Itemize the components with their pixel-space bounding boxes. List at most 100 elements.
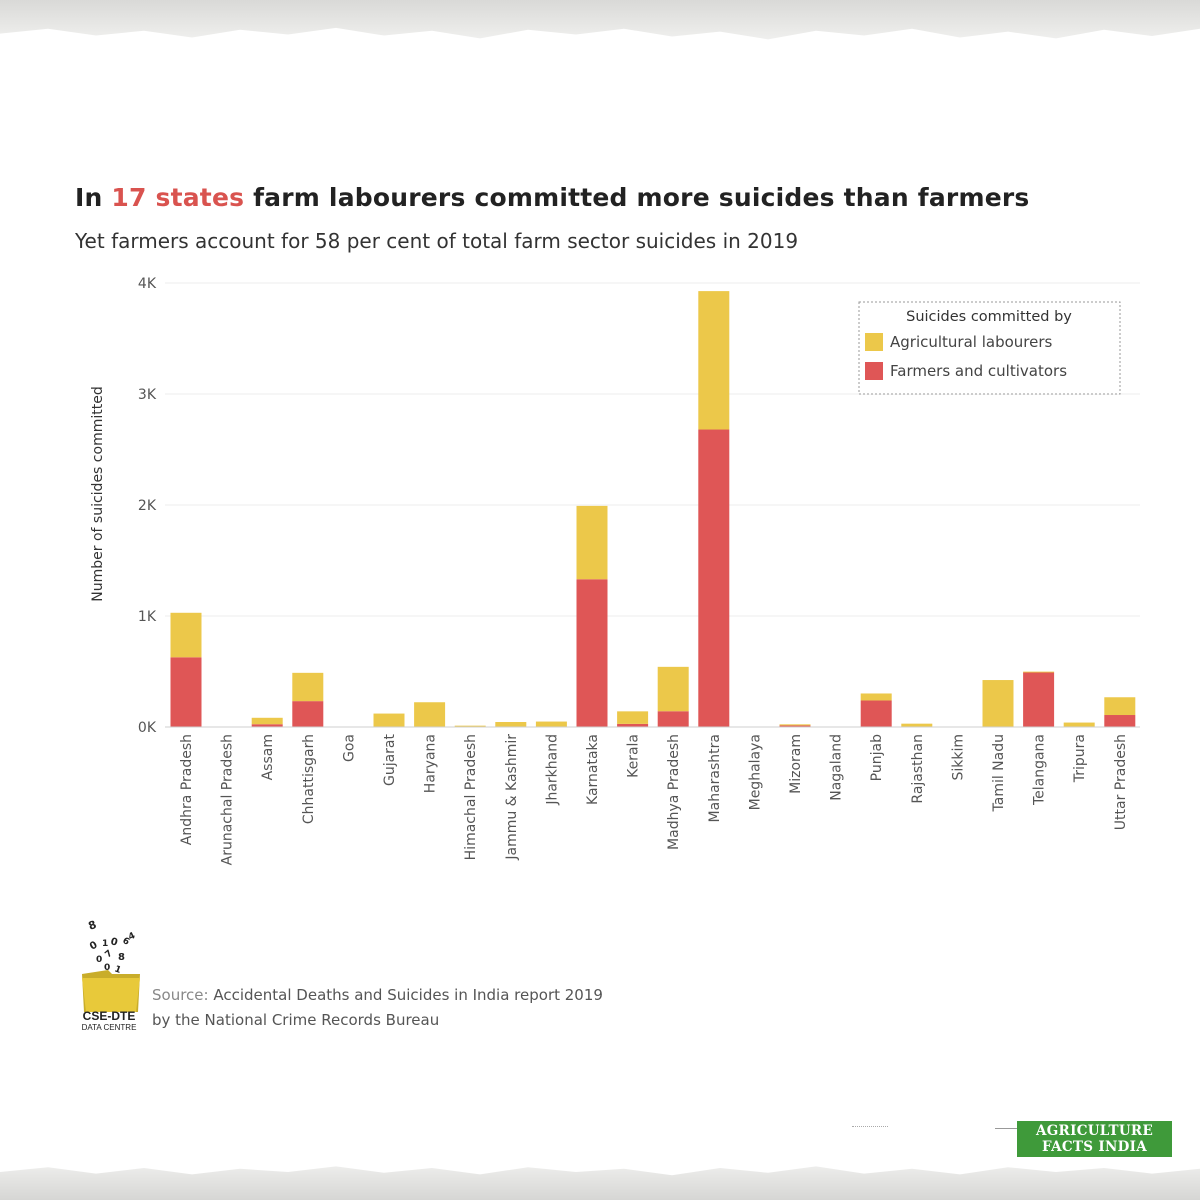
bar-labourers-gujarat[interactable] — [373, 713, 405, 727]
x-tick-label-andhra-pradesh: Andhra Pradesh — [179, 734, 195, 845]
brand-line-2: FACTS INDIA — [1042, 1139, 1147, 1155]
bar-farmers-andhra-pradesh[interactable] — [170, 657, 202, 727]
bar-farmers-telangana[interactable] — [1023, 672, 1055, 727]
bar-labourers-rajasthan[interactable] — [901, 723, 933, 727]
y-tick-label: 3K — [138, 387, 157, 403]
title-highlight: 17 states — [111, 183, 245, 212]
bar-labourers-andhra-pradesh[interactable] — [170, 612, 202, 658]
bar-labourers-kerala[interactable] — [617, 711, 649, 724]
source-line-1: Accidental Deaths and Suicides in India … — [213, 986, 603, 1004]
x-tick-label-himachal-pradesh: Himachal Pradesh — [463, 734, 479, 860]
x-tick-label-uttar-pradesh: Uttar Pradesh — [1113, 734, 1129, 830]
source-label: Source: — [152, 986, 209, 1004]
svg-text:8: 8 — [118, 952, 125, 963]
x-tick-label-telangana: Telangana — [1032, 734, 1048, 806]
x-axis-ticks: Andhra Pradesh Arunachal Pradesh Assam Chha… — [179, 733, 1129, 865]
faint-mark — [852, 1122, 888, 1127]
brand-rule — [995, 1128, 1017, 1129]
x-tick-label-mizoram: Mizoram — [788, 734, 804, 794]
bar-farmers-punjab[interactable] — [860, 700, 892, 727]
brand-line-1: AGRICULTURE — [1035, 1123, 1154, 1139]
source-line-2: by the National Crime Records Bureau — [152, 1011, 440, 1029]
logo-text: CSE-DTE DATA CENTRE — [78, 1010, 140, 1034]
bar-farmers-karnataka[interactable] — [576, 579, 608, 727]
x-tick-label-haryana: Haryana — [423, 734, 439, 793]
svg-text:0: 0 — [104, 963, 110, 973]
bar-labourers-punjab[interactable] — [860, 693, 892, 701]
bars-group — [170, 291, 1136, 727]
x-tick-label-jharkhand: Jharkhand — [544, 734, 560, 806]
svg-text:8: 8 — [87, 918, 99, 933]
x-tick-label-nagaland: Nagaland — [829, 734, 845, 801]
x-tick-label-jammu-and-kashmir: Jammu & Kashmir — [504, 734, 520, 861]
legend-label-agricultural-labourers: Agricultural labourers — [890, 333, 1053, 351]
svg-text:0: 0 — [88, 940, 100, 953]
bar-farmers-mizoram[interactable] — [779, 725, 811, 727]
agriculture-facts-india-logo: AGRICULTURE FACTS INDIA — [1017, 1121, 1172, 1157]
x-tick-label-chhattisgarh: Chhattisgarh — [301, 734, 317, 824]
y-tick-label: 2K — [138, 498, 157, 514]
bar-labourers-madhya-pradesh[interactable] — [657, 666, 689, 712]
x-tick-label-maharashtra: Maharashtra — [707, 734, 723, 822]
bar-labourers-assam[interactable] — [251, 717, 283, 725]
svg-text:6: 6 — [121, 936, 131, 948]
svg-text:4: 4 — [127, 931, 137, 943]
legend[interactable]: Suicides committed by Agricultural labou… — [858, 301, 1121, 395]
legend-swatch-agricultural-labourers — [865, 333, 883, 351]
y-tick-label: 0K — [138, 720, 157, 736]
bar-labourers-telangana[interactable] — [1023, 671, 1055, 673]
y-tick-label: 1K — [138, 609, 157, 625]
x-tick-label-sikkim: Sikkim — [950, 734, 966, 781]
x-tick-label-karnataka: Karnataka — [585, 734, 601, 805]
bar-labourers-chhattisgarh[interactable] — [292, 672, 324, 702]
title-prefix: In — [75, 183, 112, 212]
bar-farmers-madhya-pradesh[interactable] — [657, 711, 689, 727]
svg-text:0: 0 — [96, 955, 102, 965]
bar-farmers-chhattisgarh[interactable] — [292, 701, 324, 727]
svg-text:1: 1 — [113, 964, 122, 976]
bar-labourers-himachal-pradesh[interactable] — [454, 725, 486, 727]
legend-label-farmers-and-cultivators: Farmers and cultivators — [890, 362, 1067, 380]
x-tick-label-gujarat: Gujarat — [382, 733, 398, 786]
x-tick-label-tripura: Tripura — [1072, 734, 1088, 783]
x-tick-label-punjab: Punjab — [869, 734, 885, 781]
svg-text:0: 0 — [109, 936, 119, 948]
y-axis-ticks: 0K 1K 2K 3K 4K — [138, 276, 157, 736]
page-subtitle: Yet farmers account for 58 per cent of t… — [75, 229, 799, 253]
svg-text:1: 1 — [102, 939, 108, 949]
bar-farmers-uttar-pradesh[interactable] — [1104, 715, 1136, 727]
cse-dte-logo-icon: 8 0 1 0 6 4 0 7 8 0 1 — [82, 918, 140, 1012]
bar-farmers-kerala[interactable] — [617, 723, 649, 727]
source-note: Source: Accidental Deaths and Suicides i… — [152, 983, 603, 1033]
bar-labourers-jharkhand[interactable] — [535, 721, 567, 727]
legend-box — [858, 301, 1121, 395]
x-tick-label-tamil-nadu: Tamil Nadu — [991, 734, 1007, 813]
x-tick-label-assam: Assam — [260, 734, 276, 780]
bar-labourers-jammu-and-kashmir[interactable] — [495, 722, 527, 727]
bar-labourers-tamil-nadu[interactable] — [982, 680, 1014, 727]
x-tick-label-meghalaya: Meghalaya — [747, 734, 763, 810]
bar-labourers-haryana[interactable] — [414, 702, 446, 727]
x-tick-label-arunachal-pradesh: Arunachal Pradesh — [220, 734, 236, 865]
logo-sub: DATA CENTRE — [81, 1023, 137, 1032]
bar-farmers-assam[interactable] — [251, 724, 283, 727]
legend-title: Suicides committed by — [906, 309, 1072, 325]
y-axis-label: Number of suicides committed — [90, 386, 106, 601]
logo-name: CSE-DTE — [82, 1009, 136, 1023]
y-tick-label: 4K — [138, 276, 157, 292]
bar-labourers-uttar-pradesh[interactable] — [1104, 697, 1136, 716]
legend-swatch-farmers-and-cultivators — [865, 362, 883, 380]
x-tick-label-goa: Goa — [341, 734, 357, 762]
title-suffix: farm labourers committed more suicides t… — [244, 183, 1030, 212]
x-tick-label-madhya-pradesh: Madhya Pradesh — [666, 734, 682, 850]
bar-labourers-maharashtra[interactable] — [698, 291, 730, 430]
page-title: In 17 states farm labourers committed mo… — [75, 183, 1029, 212]
bar-farmers-maharashtra[interactable] — [698, 429, 730, 727]
x-tick-label-rajasthan: Rajasthan — [910, 734, 926, 804]
svg-text:7: 7 — [104, 949, 115, 961]
x-tick-label-kerala: Kerala — [626, 734, 642, 778]
bar-labourers-karnataka[interactable] — [576, 505, 608, 580]
bar-labourers-mizoram[interactable] — [779, 724, 811, 726]
bar-labourers-tripura[interactable] — [1063, 722, 1095, 727]
